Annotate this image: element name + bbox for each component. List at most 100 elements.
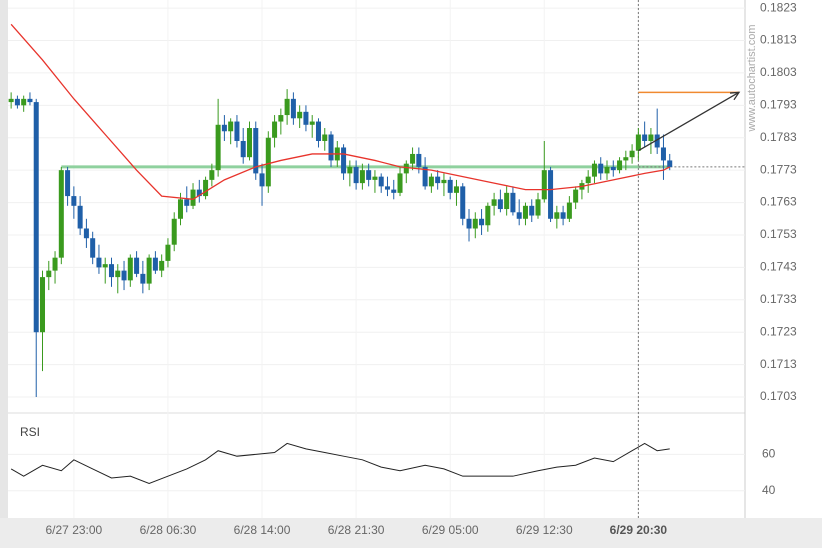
- x-axis-band: [0, 518, 822, 548]
- candle-body: [460, 186, 466, 219]
- candle-body: [535, 199, 541, 216]
- candle-body: [228, 121, 234, 132]
- candle-body: [623, 157, 629, 161]
- candle-body: [435, 176, 441, 184]
- candle-body: [378, 176, 384, 187]
- candle-body: [278, 115, 284, 122]
- y-tick-label: 0.1743: [760, 260, 797, 274]
- rsi-line: [10, 442, 670, 484]
- candle-body: [315, 121, 321, 141]
- candle-body: [328, 134, 334, 161]
- candle-body: [140, 273, 146, 284]
- candle-body: [353, 166, 359, 184]
- rsi-tick-label: 60: [762, 447, 776, 461]
- candle-body: [529, 205, 535, 216]
- candle-body: [397, 173, 403, 193]
- candle-body: [510, 192, 516, 213]
- candle-body: [265, 137, 271, 187]
- y-tick-label: 0.1733: [760, 292, 797, 306]
- candle-body: [121, 270, 127, 281]
- y-tick-label: 0.1823: [760, 0, 797, 14]
- candle-body: [573, 189, 579, 203]
- candle-body: [560, 212, 566, 219]
- candle-body: [27, 98, 33, 103]
- left-margin: [0, 0, 8, 548]
- watermark: www.autochartist.com: [746, 25, 758, 133]
- candle-body: [635, 134, 641, 151]
- indicator-label: RSI: [20, 425, 40, 439]
- candle-body: [472, 218, 478, 229]
- candle-body: [14, 98, 20, 106]
- y-tick-label: 0.1783: [760, 130, 797, 144]
- candle-body: [39, 277, 46, 333]
- candle-body: [660, 147, 666, 161]
- candle-body: [234, 121, 240, 141]
- candle-body: [165, 244, 171, 261]
- candle-body: [33, 102, 39, 333]
- candle-body: [541, 170, 547, 200]
- candle-body: [422, 166, 428, 187]
- candle-body: [516, 212, 522, 219]
- candle-body: [297, 111, 303, 119]
- candle-body: [102, 264, 108, 268]
- candle-body: [152, 257, 158, 271]
- x-tick-label: 6/28 14:00: [234, 523, 291, 537]
- candle-body: [21, 98, 27, 106]
- candle-body: [504, 192, 510, 210]
- candle-body: [71, 196, 77, 206]
- arrow-head: [729, 91, 741, 101]
- candle-body: [259, 173, 265, 187]
- y-tick-label: 0.1793: [760, 98, 797, 112]
- y-tick-label: 0.1813: [760, 33, 797, 47]
- candle-body: [90, 238, 96, 258]
- candle-body: [309, 121, 315, 125]
- candle-body: [372, 176, 378, 180]
- x-tick-label: 6/29 20:30: [610, 523, 668, 537]
- candle-body: [491, 199, 497, 206]
- candle-body: [591, 163, 597, 177]
- candle-body: [184, 199, 190, 206]
- candle-body: [177, 199, 183, 219]
- y-tick-label: 0.1723: [760, 324, 797, 338]
- candle-body: [272, 121, 278, 138]
- candle-body: [479, 218, 485, 226]
- candle-body: [240, 140, 246, 158]
- candle-body: [447, 179, 453, 193]
- candle-body: [466, 218, 472, 229]
- y-tick-label: 0.1753: [760, 227, 797, 241]
- candle-body: [134, 257, 140, 274]
- candle-body: [453, 186, 459, 193]
- candle-body: [108, 264, 115, 278]
- candle-body: [190, 189, 196, 206]
- candle-body: [441, 179, 447, 184]
- candle-body: [359, 170, 365, 184]
- candle-body: [171, 218, 177, 245]
- candle-body: [215, 124, 221, 171]
- y-tick-label: 0.1773: [760, 162, 797, 176]
- x-tick-label: 6/29 05:00: [422, 523, 479, 537]
- candle-body: [598, 163, 604, 174]
- candle-body: [290, 98, 296, 119]
- candle-body: [548, 170, 554, 219]
- candle-body: [146, 257, 152, 284]
- candle-body: [303, 111, 309, 125]
- candle-body: [428, 176, 434, 187]
- candle-body: [410, 153, 416, 164]
- x-tick-label: 6/29 12:30: [516, 523, 573, 537]
- candle-body: [52, 257, 58, 271]
- x-tick-label: 6/28 06:30: [140, 523, 197, 537]
- candle-body: [366, 170, 372, 180]
- y-tick-label: 0.1803: [760, 65, 797, 79]
- candle-body: [566, 202, 572, 219]
- candle-body: [347, 166, 353, 174]
- candle-body: [416, 153, 422, 167]
- candle-body: [617, 160, 623, 171]
- candle-body: [209, 170, 215, 180]
- y-tick-label: 0.1703: [760, 389, 797, 403]
- candle-body: [8, 98, 14, 103]
- candle-body: [554, 212, 560, 219]
- rsi-tick-label: 40: [762, 483, 776, 497]
- candle-body: [127, 257, 133, 281]
- candle-body: [96, 257, 102, 268]
- candle-body: [610, 166, 616, 171]
